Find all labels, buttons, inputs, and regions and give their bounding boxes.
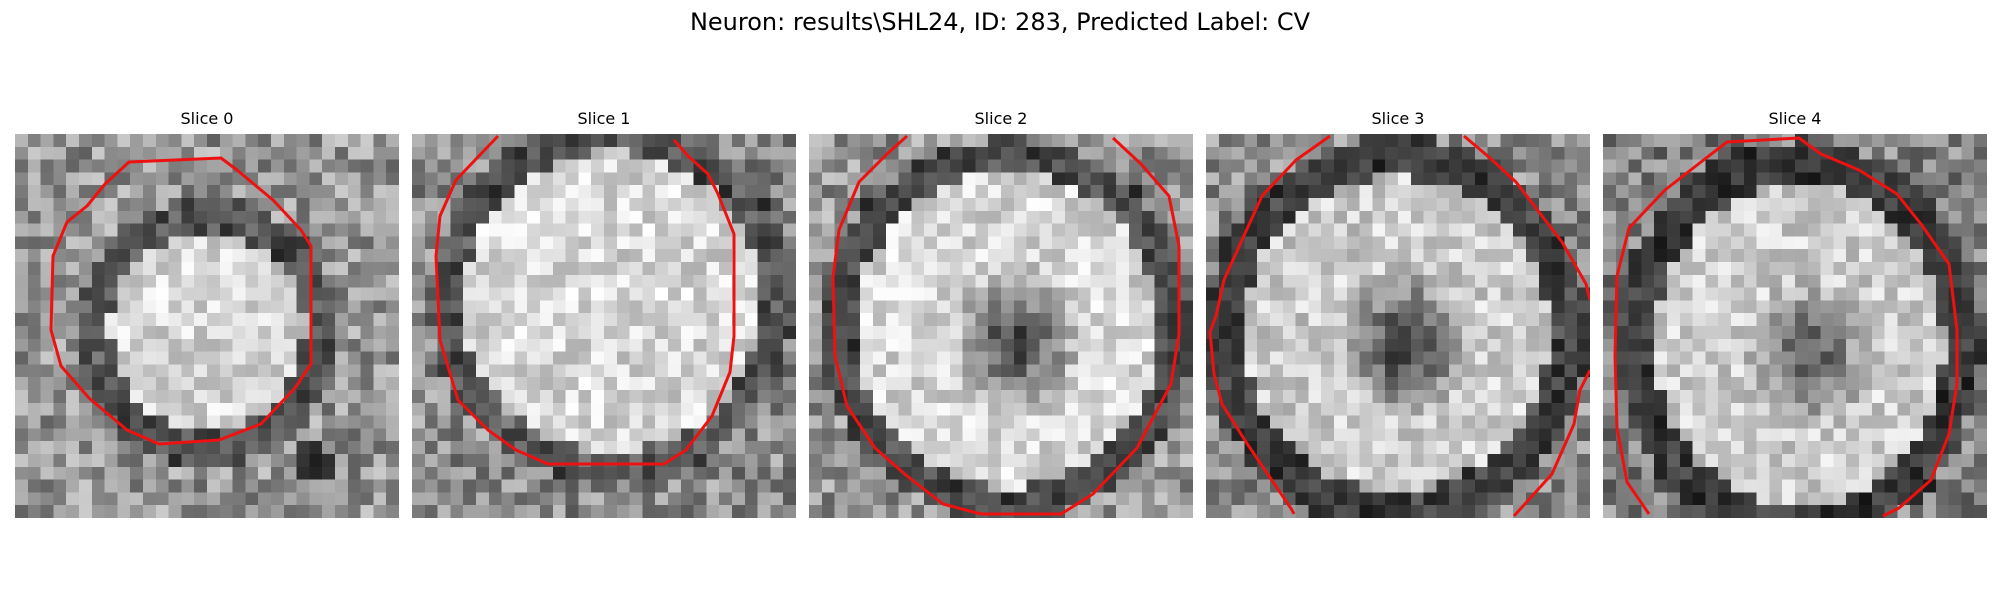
- slice-image-3: [1206, 134, 1590, 518]
- slice-panel-3: Slice 3: [1206, 108, 1590, 520]
- slice-title: Slice 2: [974, 109, 1028, 128]
- segmentation-contour: [1613, 136, 1959, 518]
- slice-panel-0: Slice 0: [15, 108, 399, 520]
- segmentation-contour: [49, 156, 313, 446]
- slice-image-1: [412, 134, 796, 518]
- slice-image-4: [1603, 134, 1987, 518]
- slice-image-0: [15, 134, 399, 518]
- slice-title: Slice 4: [1768, 109, 1822, 128]
- pixel-grid: [1206, 134, 1590, 518]
- slice-title: Slice 3: [1371, 109, 1425, 128]
- slice-panel-2: Slice 2: [809, 108, 1193, 520]
- slice-panel-4: Slice 4: [1603, 108, 1987, 520]
- pixel-grid: [15, 134, 399, 518]
- slice-panel-1: Slice 1: [412, 108, 796, 520]
- slice-image-2: [809, 134, 1193, 518]
- slice-title: Slice 0: [180, 109, 234, 128]
- segmentation-contour: [1463, 134, 1590, 301]
- pixel-grid: [1603, 134, 1987, 518]
- segmentation-contour: [1512, 369, 1590, 518]
- segmentation-contour: [1208, 134, 1331, 515]
- slice-title: Slice 1: [577, 109, 631, 128]
- pixel-grid: [412, 134, 796, 518]
- segmentation-contour: [831, 134, 1181, 516]
- figure-title: Neuron: results\SHL24, ID: 283, Predicte…: [689, 8, 1311, 36]
- segmentation-contour: [434, 134, 736, 466]
- pixel-grid: [809, 134, 1193, 518]
